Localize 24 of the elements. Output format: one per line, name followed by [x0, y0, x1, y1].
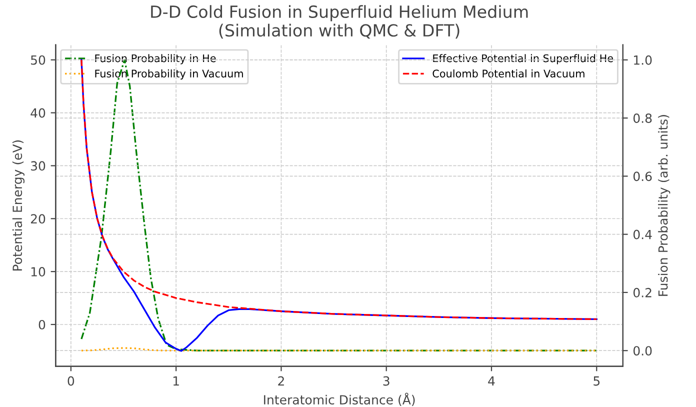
y-tick-label: 30 — [31, 161, 46, 171]
y2-tick-label: 0.6 — [633, 172, 652, 182]
x-tick-label: 5 — [594, 376, 600, 386]
y-tick-label: 20 — [30, 214, 46, 224]
y-axis-title: Potential Energy (eV) — [12, 140, 24, 271]
y2-tick-label: 0.2 — [633, 288, 652, 298]
y2-tick-label: 0.4 — [633, 230, 652, 240]
y-tick-label: 40 — [30, 108, 46, 118]
y-tick-label: 0 — [38, 320, 46, 330]
y-tick-label: 50 — [31, 55, 46, 65]
chart-title: D-D Cold Fusion in Superfluid Helium Medium (Simulation with QMC & DFT) — [151, 5, 528, 39]
y2-tick-label: 1.0 — [634, 55, 652, 65]
y-tick-label: 10 — [31, 267, 46, 276]
y2-axis-title: Fusion Probability (arb. units) — [658, 115, 670, 296]
x-tick-label: 1 — [173, 376, 179, 386]
x-axis-title: Interatomic Distance (Å) — [264, 392, 415, 406]
x-tick-label: 2 — [278, 376, 284, 386]
y2-tick-label: 0.0 — [633, 346, 652, 356]
legend-label: Coulomb Potential in Vacuum — [432, 69, 584, 78]
x-tick-label: 3 — [383, 376, 390, 386]
y2-tick-label: 0.8 — [633, 114, 652, 123]
x-tick-label: 4 — [488, 376, 495, 386]
legend-label: Fusion Probability in Vacuum — [95, 69, 243, 80]
x-tick-label: 0 — [68, 376, 74, 386]
